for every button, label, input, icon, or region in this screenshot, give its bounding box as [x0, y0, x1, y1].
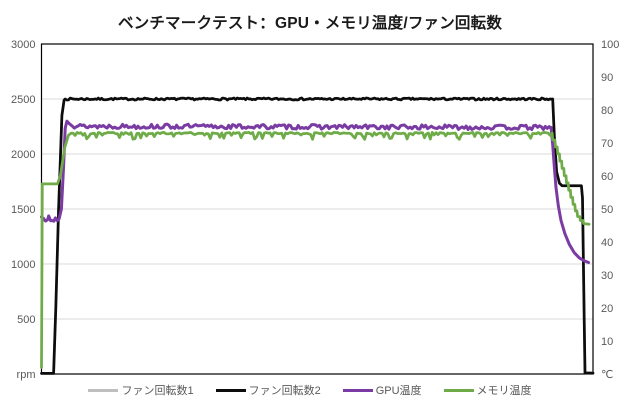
left-axis-tick-label: rpm: [17, 369, 36, 381]
series-memory-temp-line: [40, 131, 591, 369]
left-axis-tick-label: 1000: [11, 259, 35, 271]
right-axis-tick-label: 100: [601, 39, 619, 51]
right-axis-tick-label: 20: [601, 303, 613, 315]
right-axis-tick-label: 10: [601, 336, 613, 348]
legend-swatch-gpu-temp: [342, 388, 373, 392]
legend-swatch-fan-speed-2: [215, 388, 246, 392]
right-axis-tick-label: ℃: [601, 369, 613, 381]
legend-item-memory-temp: メモリ温度: [443, 382, 532, 398]
legend-label-fan-speed-2: ファン回転数2: [248, 385, 321, 397]
left-axis-tick-label: 2500: [11, 94, 35, 106]
right-axis-tick-label: 30: [601, 270, 613, 282]
series-gpu-temp-line: [40, 119, 591, 264]
series-fan-speed-2-line: [40, 96, 595, 375]
right-axis-tick-label: 70: [601, 138, 613, 150]
right-axis-tick-label: 90: [601, 72, 613, 84]
left-axis-tick-label: 1500: [11, 204, 35, 216]
legend-swatch-fan-speed-1: [88, 388, 119, 392]
right-axis-tick-label: 60: [601, 171, 613, 183]
legend-item-gpu-temp: GPU温度: [342, 382, 422, 398]
legend-item-fan-speed-1: ファン回転数1: [88, 382, 194, 398]
legend-item-fan-speed-2: ファン回転数2: [215, 382, 321, 398]
left-axis-tick-label: 3000: [11, 39, 35, 51]
left-axis-tick-label: 500: [17, 314, 35, 326]
legend-label-fan-speed-1: ファン回転数1: [121, 385, 194, 397]
right-axis-tick-label: 50: [601, 204, 613, 216]
left-axis-tick-label: 2000: [11, 149, 35, 161]
legend-swatch-memory-temp: [443, 388, 474, 392]
chart-title: ベンチマークテスト：GPU・メモリ温度/ファン回転数: [117, 15, 503, 32]
right-axis-tick-label: 80: [601, 105, 613, 117]
chart-legend: ファン回転数1 ファン回転数2 GPU温度 メモリ温度: [0, 382, 620, 398]
series-fan-speed-1-line: [40, 96, 595, 375]
legend-label-memory-temp: メモリ温度: [476, 385, 532, 397]
right-axis-tick-label: 40: [601, 237, 613, 249]
legend-label-gpu-temp: GPU温度: [375, 385, 422, 397]
